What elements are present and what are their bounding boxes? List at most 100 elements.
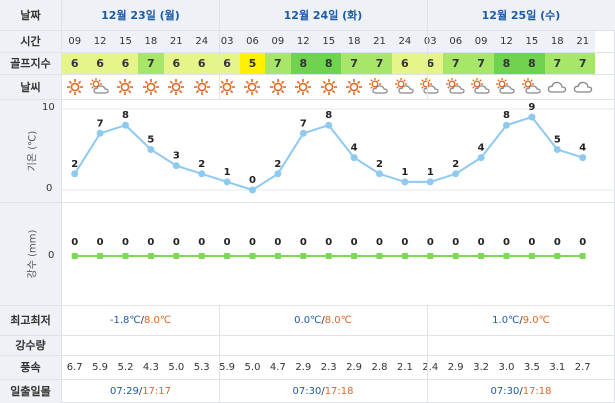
precipitation-point <box>300 253 307 259</box>
wind-speed-cell: 3.0 <box>498 361 515 373</box>
temperature-value-label: 5 <box>147 135 154 146</box>
temperature-value-label: 7 <box>97 118 104 129</box>
divider <box>0 335 615 336</box>
temperature-value-label: 4 <box>579 143 586 154</box>
golf-index-cell: 7 <box>341 52 367 74</box>
precipitation-point <box>97 253 104 259</box>
temperature-value-label: 2 <box>376 159 383 170</box>
precipitation-point <box>528 253 535 259</box>
day2-minmax: 0.0℃/8.0℃ <box>294 314 352 326</box>
precipitation-point <box>147 253 154 259</box>
golf-index-cell: 6 <box>62 52 88 74</box>
precip-axis-label-box: 강수 (mm) 0 <box>0 202 62 305</box>
golf-index-cell: 7 <box>468 52 494 74</box>
hour-cell: 12 <box>87 30 113 52</box>
row-label-temp-blank <box>0 99 62 202</box>
precipitation-value-label: 0 <box>376 237 383 248</box>
precipitation-point <box>554 253 561 259</box>
divider <box>0 379 615 380</box>
temp-ytick-10: 10 <box>42 102 55 113</box>
precipitation-value-label: 0 <box>478 237 485 248</box>
hour-cell: 06 <box>239 30 266 52</box>
sun-icon <box>291 74 316 99</box>
temperature-value-label: 4 <box>478 143 485 154</box>
day-header-1: 12월 23일 (월) <box>62 0 219 30</box>
golf-index-cell: 6 <box>214 52 240 74</box>
day2-max: 8.0℃ <box>324 314 352 326</box>
precipitation-value-label: 0 <box>274 237 281 248</box>
wind-speed-cell: 3.1 <box>549 361 566 373</box>
day3-sunrise: 07:30 <box>490 385 520 397</box>
partly-cloudy-icon <box>87 74 112 99</box>
temperature-point <box>426 178 434 186</box>
day1-max: 8.0℃ <box>143 314 172 326</box>
hour-cell: 21 <box>570 30 596 52</box>
partly-cloudy-icon <box>519 74 544 99</box>
temperature-point <box>477 154 485 162</box>
sun-icon <box>164 74 189 99</box>
day-divider <box>427 305 428 403</box>
hour-cell: 15 <box>519 30 545 52</box>
sun-icon <box>138 74 163 99</box>
hour-cell: 06 <box>443 30 469 52</box>
temperature-value-label: 9 <box>528 102 535 113</box>
golf-index-cell: 8 <box>493 52 520 74</box>
divider <box>0 355 615 356</box>
hour-cell: 21 <box>366 30 393 52</box>
precip-axis-label: 강수 (mm) <box>27 229 39 279</box>
day2-sunset: 17:18 <box>324 385 354 397</box>
row-label-date: 날짜 <box>0 0 62 30</box>
golf-index-cell: 7 <box>544 52 570 74</box>
golf-index-cell: 7 <box>366 52 393 74</box>
golf-index-cell: 7 <box>570 52 596 74</box>
temperature-value-label: 2 <box>198 159 205 170</box>
hour-cell: 03 <box>214 30 240 52</box>
wind-speed-cell: 2.9 <box>447 361 464 373</box>
sun-icon <box>62 74 87 99</box>
day1-sun: 07:29/17:17 <box>109 385 172 397</box>
temperature-point <box>71 170 79 178</box>
day3-sunset: 17:18 <box>522 385 552 397</box>
hour-cell: 24 <box>392 30 418 52</box>
day1-min: -1.8℃ <box>109 314 141 326</box>
day3-max: 9.0℃ <box>522 314 550 326</box>
precipitation-point <box>376 253 383 259</box>
golf-index-cell: 6 <box>87 52 113 74</box>
day2-sun: 07:30/17:18 <box>292 385 354 397</box>
row-label-minmax: 최고최저 <box>0 305 62 335</box>
temperature-point <box>452 170 460 178</box>
temperature-value-label: 2 <box>274 159 281 170</box>
sun-icon <box>316 74 341 99</box>
temperature-value-label: 0 <box>249 175 256 186</box>
precipitation-point <box>122 253 129 259</box>
hour-cell: 15 <box>112 30 139 52</box>
golf-index-cell: 7 <box>138 52 164 74</box>
sun-icon <box>189 74 214 99</box>
temperature-point <box>579 154 587 162</box>
temperature-point <box>553 146 561 153</box>
precipitation-value-label: 0 <box>452 237 459 248</box>
precipitation-point <box>71 253 78 259</box>
temperature-point <box>147 146 155 153</box>
temperature-value-label: 3 <box>173 151 180 162</box>
precipitation-point <box>478 253 485 259</box>
golf-index-cell: 6 <box>189 52 215 74</box>
wind-speed-cell: 4.3 <box>142 361 159 373</box>
temperature-value-label: 2 <box>452 159 459 170</box>
day-divider <box>219 0 220 99</box>
divider <box>0 30 615 31</box>
precipitation-point <box>224 253 231 259</box>
temperature-point <box>401 178 409 186</box>
precipitation-point <box>579 253 586 259</box>
precipitation-point <box>452 253 459 259</box>
hour-cell: 24 <box>189 30 215 52</box>
temp-axis-label: 기온 (℃) <box>27 130 39 172</box>
precipitation-value-label: 0 <box>325 237 332 248</box>
sun-icon <box>214 74 239 99</box>
temperature-point <box>376 170 383 178</box>
golf-index-cell: 8 <box>316 52 342 74</box>
row-label-precip-amount: 강수량 <box>0 335 62 355</box>
precipitation-value-label: 0 <box>122 237 129 248</box>
wind-speed-cell: 6.7 <box>66 361 83 373</box>
precipitation-value-label: 0 <box>224 237 231 248</box>
